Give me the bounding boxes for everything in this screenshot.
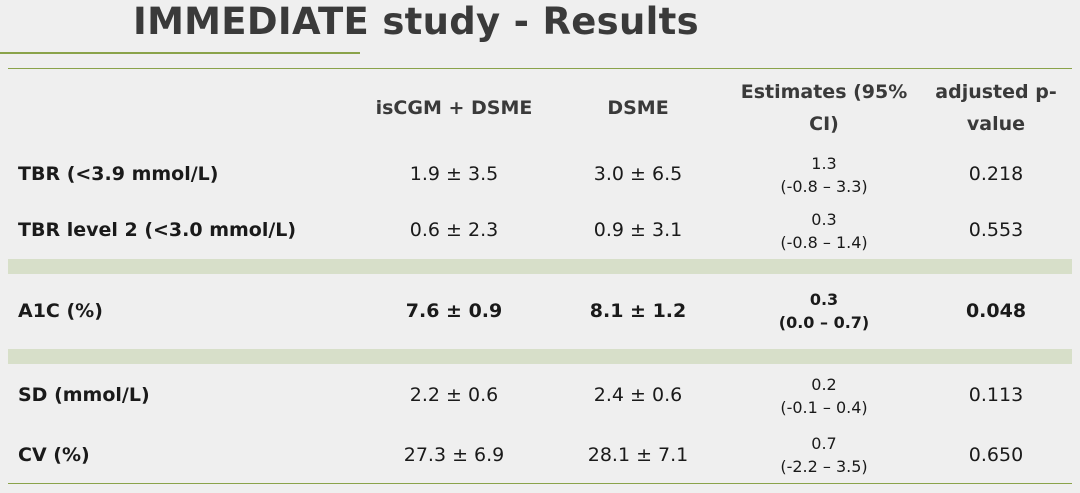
estimate-ci: (0.0 – 0.7)	[778, 313, 870, 332]
iscgm-value: 7.6 ± 0.9	[405, 299, 503, 322]
row-label: A1C (%)	[18, 299, 103, 322]
iscgm-value: 27.3 ± 6.9	[403, 443, 505, 466]
estimate-value: 0.3	[811, 209, 837, 229]
row-label: CV (%)	[18, 443, 90, 466]
dsme-value: 3.0 ± 6.5	[593, 163, 683, 185]
estimate-value: 1.3	[811, 153, 837, 173]
estimate-value: 0.7	[811, 434, 837, 454]
header-p-value: adjusted p-value	[935, 80, 1057, 135]
table-header-row: isCGM + DSME DSME Estimates (95% CI) adj…	[8, 68, 1072, 147]
header-iscgm-dsme: isCGM + DSME	[375, 96, 533, 119]
header-empty	[8, 69, 360, 147]
header-estimates: Estimates (95% CI)	[740, 80, 908, 135]
estimate-value: 0.2	[811, 374, 837, 394]
table-row: A1C (%) 7.6 ± 0.9 8.1 ± 1.2 0.3 (0.0 – 0…	[8, 274, 1072, 349]
estimate-value: 0.3	[809, 290, 839, 309]
p-value: 0.218	[968, 163, 1024, 185]
separator-band	[8, 348, 1072, 364]
estimate-ci: (-0.1 – 0.4)	[780, 397, 868, 417]
estimate-cell: 0.2 (-0.1 – 0.4)	[728, 364, 920, 428]
table-row: CV (%) 27.3 ± 6.9 28.1 ± 7.1 0.7 (-2.2 –…	[8, 428, 1072, 484]
results-table-container: isCGM + DSME DSME Estimates (95% CI) adj…	[8, 68, 1080, 484]
dsme-value: 0.9 ± 3.1	[593, 219, 683, 241]
estimate-cell: 1.3 (-0.8 – 3.3)	[728, 147, 920, 203]
header-dsme: DSME	[607, 96, 669, 119]
estimate-cell: 0.3 (-0.8 – 1.4)	[728, 203, 920, 259]
iscgm-value: 0.6 ± 2.3	[409, 219, 499, 241]
p-value: 0.553	[968, 219, 1024, 241]
estimate-cell: 0.3 (0.0 – 0.7)	[728, 274, 920, 349]
row-label: TBR level 2 (<3.0 mmol/L)	[18, 219, 297, 241]
iscgm-value: 1.9 ± 3.5	[409, 163, 499, 185]
table-row: SD (mmol/L) 2.2 ± 0.6 2.4 ± 0.6 0.2 (-0.…	[8, 364, 1072, 428]
slide-title: IMMEDIATE study - Results	[133, 0, 699, 43]
p-value: 0.048	[965, 299, 1027, 322]
row-label: SD (mmol/L)	[18, 384, 150, 406]
dsme-value: 8.1 ± 1.2	[589, 299, 687, 322]
p-value: 0.650	[968, 443, 1024, 466]
p-value: 0.113	[968, 384, 1024, 406]
table-row: TBR level 2 (<3.0 mmol/L) 0.6 ± 2.3 0.9 …	[8, 203, 1072, 259]
estimate-ci: (-0.8 – 3.3)	[780, 176, 868, 196]
row-label: TBR (<3.9 mmol/L)	[18, 163, 219, 185]
results-table: isCGM + DSME DSME Estimates (95% CI) adj…	[8, 68, 1072, 484]
dsme-value: 28.1 ± 7.1	[587, 443, 689, 466]
dsme-value: 2.4 ± 0.6	[593, 384, 683, 406]
estimate-ci: (-2.2 – 3.5)	[780, 457, 868, 477]
title-underline	[0, 52, 360, 54]
separator-band	[8, 258, 1072, 274]
estimate-cell: 0.7 (-2.2 – 3.5)	[728, 428, 920, 484]
estimate-ci: (-0.8 – 1.4)	[780, 232, 868, 252]
table-row: TBR (<3.9 mmol/L) 1.9 ± 3.5 3.0 ± 6.5 1.…	[8, 147, 1072, 203]
iscgm-value: 2.2 ± 0.6	[409, 384, 499, 406]
